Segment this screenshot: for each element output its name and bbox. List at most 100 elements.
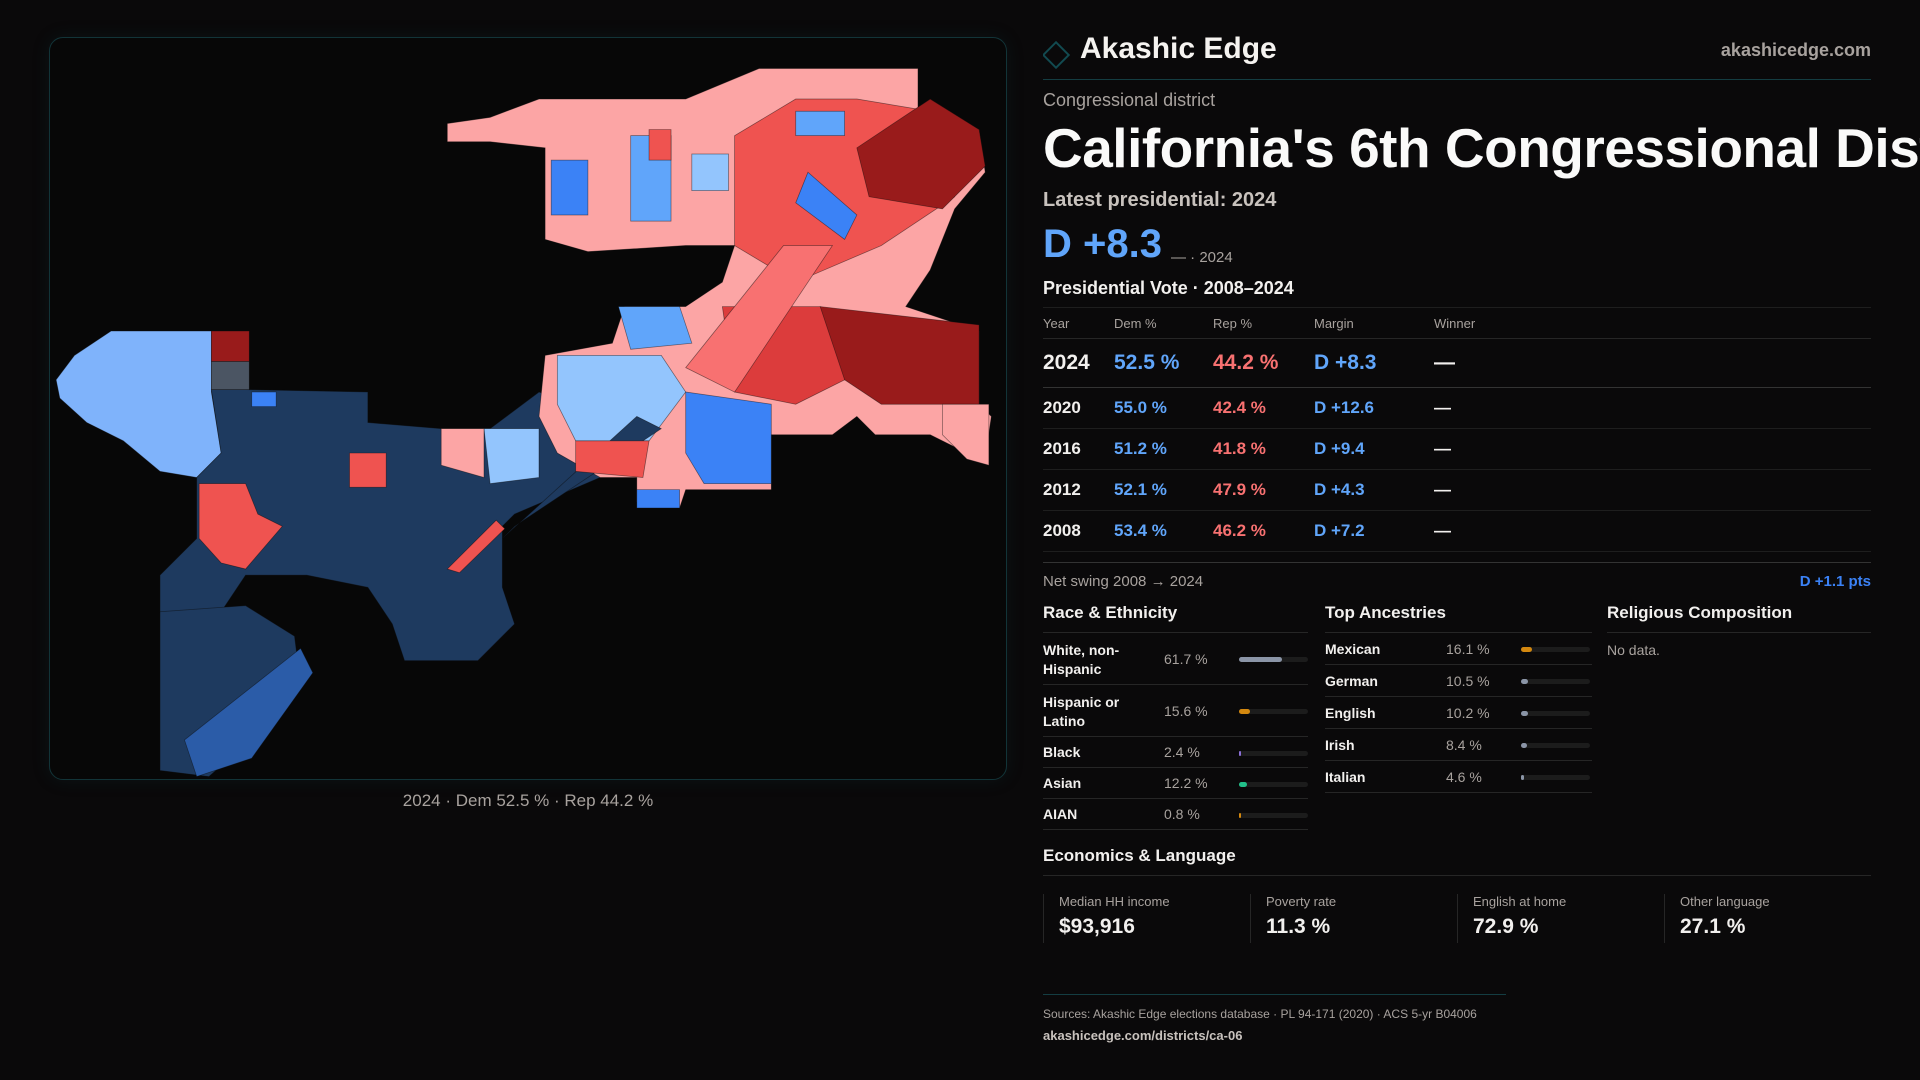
col-dem: Dem %	[1114, 307, 1213, 339]
card-value: 27.1 %	[1680, 915, 1746, 938]
vote-row: 2016 51.2 % 41.8 % D +9.4—	[1043, 428, 1871, 470]
row-bar-track	[1521, 775, 1590, 780]
row-bar-fill	[1521, 647, 1533, 652]
cell-winner: —	[1434, 387, 1871, 429]
latest-label: Latest presidential: 2024	[1043, 189, 1277, 211]
site-link[interactable]: akashicedge.com	[1720, 40, 1871, 60]
row-bar-track	[1239, 812, 1308, 818]
col-winner: Winner	[1434, 307, 1871, 339]
col-rep: Rep %	[1213, 307, 1314, 339]
precinct-ne-blue-2[interactable]	[795, 171, 858, 240]
ancestry-row: Irish 8.4 %	[1325, 729, 1592, 761]
precinct-west-red[interactable]	[198, 483, 283, 570]
row-bar-fill	[1239, 709, 1250, 714]
precinct-blue-bottom[interactable]	[636, 489, 680, 509]
precinct-central-blue[interactable]	[685, 391, 772, 484]
row-label: Italian	[1325, 768, 1366, 785]
precinct-west-lobe[interactable]	[55, 330, 222, 478]
cell-rep: 41.8 %	[1213, 428, 1314, 470]
race-row: Asian 12.2 %	[1043, 768, 1308, 799]
row-pct: 16.1 %	[1446, 640, 1490, 657]
precinct-ne-blue-1[interactable]	[795, 110, 845, 137]
row-label: German	[1325, 672, 1378, 689]
row-label: Black	[1043, 744, 1081, 760]
precinct-no-data[interactable]	[211, 361, 250, 390]
row-pct: 61.7 %	[1164, 650, 1208, 667]
page-title: California's 6th Congressional District	[1043, 117, 1920, 179]
card-label: Median HH income	[1059, 894, 1170, 909]
kicker: Congressional district	[1043, 90, 1216, 110]
row-bar-track	[1521, 647, 1590, 652]
col-year: Year	[1043, 307, 1114, 339]
row-label: Hispanic or Latino	[1043, 694, 1120, 729]
row-label: AIAN	[1043, 806, 1078, 822]
race-heading: Race & Ethnicity	[1043, 603, 1308, 633]
cell-year: 2012	[1043, 469, 1114, 511]
race-row: Hispanic or Latino 15.6 %	[1043, 685, 1308, 737]
religion-section: Religious Composition No data.	[1607, 603, 1871, 658]
cell-winner: —	[1434, 338, 1871, 388]
row-bar-fill	[1239, 812, 1241, 818]
ancestry-row: Italian 4.6 %	[1325, 761, 1592, 793]
cell-year: 2024	[1043, 338, 1114, 388]
row-bar-fill	[1521, 743, 1527, 748]
vote-table: Year Dem % Rep % Margin Winner 2024 52.5 …	[1043, 307, 1871, 552]
row-pct: 12.2 %	[1164, 775, 1208, 791]
card-label: Poverty rate	[1266, 894, 1337, 909]
precinct-east-pink[interactable]	[942, 403, 990, 466]
econ-card-english: English at home 72.9 %	[1457, 894, 1664, 943]
row-label: Mexican	[1325, 640, 1381, 657]
row-bar-fill	[1239, 657, 1282, 662]
precinct-ne-dark-red[interactable]	[856, 98, 986, 210]
ancestry-row: English 10.2 %	[1325, 697, 1592, 729]
econ-card-income: Median HH income $93,916	[1043, 894, 1250, 943]
ancestry-row: Mexican 16.1 %	[1325, 633, 1592, 665]
econ-heading: Economics & Language	[1043, 846, 1871, 876]
cell-winner: —	[1434, 510, 1871, 552]
precinct-diag-red-sw[interactable]	[446, 519, 506, 574]
header: Akashic Edge akashicedge.com	[1043, 28, 1871, 80]
row-bar-track	[1521, 743, 1590, 748]
district-map[interactable]	[49, 37, 1007, 780]
brand-name[interactable]: Akashic Edge	[1080, 32, 1277, 65]
precinct-north-blue-3[interactable]	[691, 153, 729, 191]
row-pct: 0.8 %	[1164, 806, 1200, 822]
swing-label: Net swing 2008 → 2024	[1043, 573, 1204, 590]
district-url-link[interactable]: akashicedge.com/districts/ca-06	[1043, 1028, 1243, 1043]
row-bar-track	[1239, 781, 1308, 787]
row-label: Irish	[1325, 736, 1355, 753]
ancestry-heading: Top Ancestries	[1325, 603, 1592, 633]
precinct-diagonal-red[interactable]	[685, 245, 834, 393]
card-value: 72.9 %	[1473, 915, 1539, 938]
row-bar-fill	[1239, 750, 1241, 756]
card-value: 11.3 %	[1266, 915, 1331, 938]
row-bar-track	[1239, 709, 1308, 714]
vote-heading: Presidential Vote · 2008–2024	[1043, 278, 1294, 298]
race-row: Black 2.4 %	[1043, 737, 1308, 768]
row-label: Asian	[1043, 775, 1082, 791]
cell-year: 2016	[1043, 428, 1114, 470]
precinct-light-blue[interactable]	[483, 428, 540, 484]
row-pct: 10.2 %	[1446, 704, 1490, 721]
cell-dem: 52.1 %	[1114, 469, 1213, 511]
row-bar-track	[1239, 657, 1308, 662]
row-pct: 10.5 %	[1446, 672, 1490, 689]
religion-empty: No data.	[1607, 642, 1660, 658]
district-panel: Akashic Edge akashicedge.com Congression…	[1043, 0, 1920, 1080]
precinct-north-blue-1[interactable]	[550, 159, 589, 216]
cell-margin: D +9.4	[1314, 428, 1434, 470]
cell-margin: D +8.3	[1314, 338, 1434, 388]
precinct-red-south[interactable]	[575, 440, 650, 478]
vote-row: 2024 52.5 % 44.2 % D +8.3—	[1043, 338, 1871, 388]
cell-rep: 47.9 %	[1213, 469, 1314, 511]
precinct-north-red[interactable]	[648, 129, 672, 161]
precinct-dark-red[interactable]	[211, 330, 250, 362]
race-row: White, non-Hispanic 61.7 %	[1043, 633, 1308, 685]
precinct-central-north[interactable]	[617, 306, 693, 350]
precinct-blue-strip[interactable]	[251, 391, 277, 408]
precinct-map-svg	[55, 68, 992, 778]
cell-year: 2020	[1043, 387, 1114, 429]
precinct-sw-diagonal[interactable]	[184, 647, 314, 778]
precinct-red-small[interactable]	[349, 452, 387, 488]
precinct-pink[interactable]	[440, 428, 485, 478]
